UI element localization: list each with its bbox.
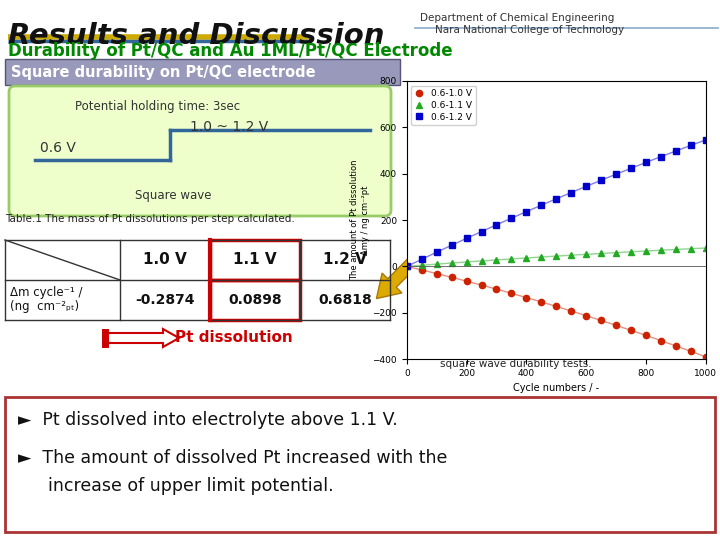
Text: Department of Chemical Engineering: Department of Chemical Engineering bbox=[420, 13, 614, 23]
Legend: 0.6-1.0 V, 0.6-1.1 V, 0.6-1.2 V: 0.6-1.0 V, 0.6-1.1 V, 0.6-1.2 V bbox=[411, 85, 476, 125]
Text: Square wave: Square wave bbox=[135, 189, 212, 202]
0.6-1.0 V bbox=[701, 354, 710, 360]
0.6-1.2 V bbox=[672, 148, 680, 154]
0.6-1.2 V bbox=[597, 177, 606, 184]
0.6-1.0 V bbox=[626, 327, 635, 334]
0.6-1.0 V bbox=[402, 263, 411, 269]
0.6-1.0 V bbox=[492, 286, 500, 292]
0.6-1.0 V bbox=[447, 274, 456, 281]
0.6-1.1 V bbox=[432, 261, 441, 267]
0.6-1.1 V bbox=[462, 259, 471, 265]
0.6-1.2 V bbox=[492, 221, 500, 228]
0.6-1.0 V bbox=[507, 290, 516, 296]
Text: (ng  cm⁻²ₚₜ): (ng cm⁻²ₚₜ) bbox=[10, 300, 79, 313]
0.6-1.0 V bbox=[612, 322, 621, 328]
0.6-1.2 V bbox=[642, 159, 650, 166]
0.6-1.1 V bbox=[582, 251, 590, 258]
Text: Square durability on Pt/QC electrode: Square durability on Pt/QC electrode bbox=[11, 64, 315, 79]
0.6-1.1 V bbox=[507, 256, 516, 262]
Text: 1.1 V: 1.1 V bbox=[233, 253, 276, 267]
Text: 1.2 V: 1.2 V bbox=[323, 253, 367, 267]
0.6-1.1 V bbox=[552, 253, 561, 259]
Text: Nara National College of Technology: Nara National College of Technology bbox=[435, 25, 624, 35]
Line: 0.6-1.1 V: 0.6-1.1 V bbox=[404, 245, 708, 269]
0.6-1.1 V bbox=[701, 245, 710, 251]
Text: Fig. 8 The mass change of Pt
measured by EQCM technique during
square wave durab: Fig. 8 The mass change of Pt measured by… bbox=[440, 333, 635, 369]
0.6-1.0 V bbox=[642, 332, 650, 339]
Text: 1.0 V: 1.0 V bbox=[143, 253, 187, 267]
Text: 1.0 ~ 1.2 V: 1.0 ~ 1.2 V bbox=[190, 120, 269, 134]
Line: 0.6-1.0 V: 0.6-1.0 V bbox=[404, 264, 708, 360]
Text: 0.0898: 0.0898 bbox=[228, 293, 282, 307]
0.6-1.1 V bbox=[402, 263, 411, 269]
0.6-1.1 V bbox=[567, 252, 575, 259]
0.6-1.1 V bbox=[418, 262, 426, 268]
Bar bbox=[210, 280, 300, 320]
0.6-1.2 V bbox=[447, 242, 456, 248]
0.6-1.0 V bbox=[537, 299, 546, 305]
0.6-1.2 V bbox=[612, 171, 621, 178]
0.6-1.2 V bbox=[418, 256, 426, 262]
0.6-1.0 V bbox=[522, 294, 531, 301]
0.6-1.2 V bbox=[522, 208, 531, 215]
0.6-1.1 V bbox=[657, 247, 665, 253]
0.6-1.1 V bbox=[537, 254, 546, 260]
0.6-1.2 V bbox=[626, 165, 635, 172]
0.6-1.0 V bbox=[597, 317, 606, 323]
Bar bbox=[210, 240, 300, 280]
Text: Pt dissolution: Pt dissolution bbox=[175, 330, 293, 346]
Text: 0.6818: 0.6818 bbox=[318, 293, 372, 307]
0.6-1.0 V bbox=[672, 342, 680, 349]
0.6-1.0 V bbox=[567, 308, 575, 314]
Text: 0.6 V: 0.6 V bbox=[40, 141, 76, 155]
0.6-1.0 V bbox=[462, 278, 471, 285]
0.6-1.0 V bbox=[418, 267, 426, 273]
0.6-1.1 V bbox=[626, 248, 635, 255]
0.6-1.1 V bbox=[672, 246, 680, 253]
0.6-1.1 V bbox=[492, 256, 500, 263]
Text: increase of upper limit potential.: increase of upper limit potential. bbox=[48, 477, 333, 495]
Text: ►  Pt dissolved into electrolyte above 1.1 V.: ► Pt dissolved into electrolyte above 1.… bbox=[18, 411, 397, 429]
0.6-1.2 V bbox=[657, 153, 665, 160]
Text: Results and Discussion: Results and Discussion bbox=[8, 22, 384, 50]
0.6-1.2 V bbox=[701, 137, 710, 143]
0.6-1.2 V bbox=[402, 263, 411, 269]
0.6-1.0 V bbox=[432, 271, 441, 277]
0.6-1.2 V bbox=[582, 183, 590, 190]
FancyBboxPatch shape bbox=[9, 86, 391, 216]
Text: ►  The amount of dissolved Pt increased with the: ► The amount of dissolved Pt increased w… bbox=[18, 449, 447, 467]
0.6-1.1 V bbox=[477, 258, 486, 264]
0.6-1.1 V bbox=[612, 249, 621, 256]
0.6-1.1 V bbox=[447, 260, 456, 266]
0.6-1.0 V bbox=[552, 303, 561, 309]
Text: Potential holding time: 3sec: Potential holding time: 3sec bbox=[75, 100, 240, 113]
Text: Table.1 The mass of Pt dissolutions per step calculated.: Table.1 The mass of Pt dissolutions per … bbox=[5, 214, 294, 224]
0.6-1.0 V bbox=[582, 312, 590, 319]
0.6-1.2 V bbox=[477, 228, 486, 235]
0.6-1.1 V bbox=[686, 246, 695, 252]
Text: Δm cycle⁻¹ /: Δm cycle⁻¹ / bbox=[10, 286, 83, 299]
Y-axis label: The amount of Pt dissolution
Δmy / ng cm⁻²pt: The amount of Pt dissolution Δmy / ng cm… bbox=[350, 160, 369, 280]
0.6-1.0 V bbox=[686, 348, 695, 355]
FancyArrow shape bbox=[108, 329, 179, 347]
0.6-1.1 V bbox=[522, 255, 531, 261]
0.6-1.2 V bbox=[537, 202, 546, 208]
Text: Durability of Pt/QC and Au 1ML/Pt/QC Electrode: Durability of Pt/QC and Au 1ML/Pt/QC Ele… bbox=[8, 42, 453, 60]
0.6-1.2 V bbox=[552, 195, 561, 202]
0.6-1.2 V bbox=[686, 142, 695, 149]
0.6-1.2 V bbox=[507, 215, 516, 221]
0.6-1.2 V bbox=[462, 235, 471, 241]
FancyArrow shape bbox=[377, 251, 424, 299]
Bar bbox=[5, 397, 715, 532]
0.6-1.0 V bbox=[477, 282, 486, 288]
Bar bbox=[5, 59, 400, 85]
0.6-1.1 V bbox=[642, 248, 650, 254]
0.6-1.2 V bbox=[567, 190, 575, 196]
Text: -0.2874: -0.2874 bbox=[135, 293, 194, 307]
0.6-1.2 V bbox=[432, 249, 441, 255]
X-axis label: Cycle numbers / -: Cycle numbers / - bbox=[513, 383, 599, 393]
0.6-1.1 V bbox=[597, 250, 606, 256]
Line: 0.6-1.2 V: 0.6-1.2 V bbox=[404, 137, 708, 269]
0.6-1.0 V bbox=[657, 338, 665, 344]
